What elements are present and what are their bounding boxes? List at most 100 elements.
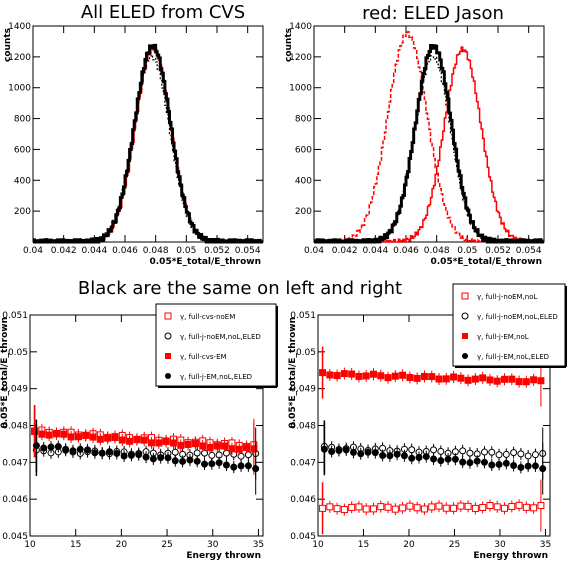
data-point xyxy=(45,431,53,439)
data-point xyxy=(243,444,251,452)
y-tick-label: 0.046 xyxy=(290,495,316,505)
data-point xyxy=(349,448,357,456)
y-tick-label: 200 xyxy=(295,207,312,217)
data-point xyxy=(422,453,430,461)
data-point xyxy=(488,461,496,469)
x-tick-label: 35 xyxy=(253,540,264,550)
data-point xyxy=(335,446,343,454)
y-tick-label: 1200 xyxy=(289,53,312,63)
data-point xyxy=(464,376,472,384)
data-point xyxy=(413,504,421,512)
data-point xyxy=(486,502,494,510)
data-point xyxy=(430,446,438,454)
x-tick-label: 0.04 xyxy=(304,246,324,256)
data-point xyxy=(157,454,165,462)
data-point xyxy=(221,442,229,450)
data-point xyxy=(340,370,348,378)
legend-label: γ, full-cvs-EM xyxy=(180,353,227,361)
chart-bottom-right: 10 15 20 25 30 350.0450.0460.0470.0480.0490.0… xyxy=(288,283,567,561)
data-point xyxy=(155,439,163,447)
x-tick-label: 0.05 xyxy=(176,246,196,256)
data-point xyxy=(177,441,185,449)
legend-marker xyxy=(461,312,469,320)
y-tick-label: 0.046 xyxy=(2,495,28,505)
x-tick-label: 15 xyxy=(70,540,81,550)
data-point xyxy=(348,370,356,378)
data-point xyxy=(501,375,509,383)
x-tick-label: 0.054 xyxy=(516,246,542,256)
data-point xyxy=(169,439,177,447)
data-point xyxy=(235,445,243,453)
data-point xyxy=(127,451,135,459)
data-point xyxy=(186,456,194,464)
data-point xyxy=(522,503,530,511)
data-point xyxy=(393,450,401,458)
x-tick-label: 35 xyxy=(540,540,551,550)
y-tick-label: 1400 xyxy=(8,22,31,32)
data-point xyxy=(364,448,372,456)
data-point xyxy=(517,450,525,458)
data-point xyxy=(319,504,327,512)
x-axis-label: 0.05*E_total/E_thrown xyxy=(150,257,262,267)
data-point xyxy=(215,459,223,467)
x-tick-label: 0.042 xyxy=(51,246,77,256)
data-point xyxy=(495,460,503,468)
y-tick-label: 0.051 xyxy=(2,311,28,321)
chart-bottom-left: 10 15 20 25 30 350.0450.0460.0470.0480.0490.0… xyxy=(0,303,278,561)
data-point xyxy=(357,450,365,458)
x-axis-label: Energy thrown xyxy=(473,551,548,561)
data-point xyxy=(442,375,450,383)
data-point xyxy=(133,436,141,444)
legend-box xyxy=(155,303,277,387)
data-point xyxy=(515,501,523,509)
histogram-series-2 xyxy=(33,43,263,244)
data-point xyxy=(493,377,501,385)
data-point xyxy=(105,448,113,456)
data-point xyxy=(171,448,179,456)
data-point xyxy=(369,505,377,513)
x-tick-label: 0.054 xyxy=(235,246,261,256)
data-point xyxy=(199,442,207,450)
data-point xyxy=(437,457,445,465)
data-point xyxy=(340,506,348,514)
data-point xyxy=(420,505,428,513)
y-tick-label: 0.049 xyxy=(2,385,28,395)
data-point xyxy=(464,502,472,510)
data-point xyxy=(333,372,341,380)
y-tick-label: 1200 xyxy=(8,53,31,63)
legend-label: γ, full-cvs-noEM xyxy=(180,313,235,321)
data-point xyxy=(62,445,70,453)
data-point xyxy=(466,459,474,467)
data-point xyxy=(508,502,516,510)
y-tick-label: 400 xyxy=(14,176,31,186)
y-tick-label: 0.045 xyxy=(290,532,316,542)
x-tick-label: 0.05 xyxy=(457,246,477,256)
data-point xyxy=(162,437,170,445)
histogram-series-2 xyxy=(314,55,544,243)
y-axis-label: counts xyxy=(284,28,294,62)
page-title: Black are the same on left and right xyxy=(78,278,402,299)
histogram-series-0 xyxy=(314,31,544,243)
data-point xyxy=(415,453,423,461)
data-point xyxy=(326,503,334,511)
x-tick-label: 0.046 xyxy=(112,246,138,256)
data-point xyxy=(399,371,407,379)
data-point xyxy=(435,502,443,510)
data-point xyxy=(213,442,221,450)
x-tick-label: 10 xyxy=(24,540,36,550)
data-point xyxy=(473,457,481,465)
scatter-series-2 xyxy=(319,346,545,407)
legend-label: γ, full-j-EM,noL,ELED xyxy=(477,353,549,361)
y-tick-label: 200 xyxy=(14,207,31,217)
data-point xyxy=(502,450,510,458)
data-point xyxy=(486,376,494,384)
plot-frame xyxy=(32,25,264,243)
legend-box xyxy=(452,283,566,367)
plot-frame xyxy=(313,25,545,243)
data-point xyxy=(377,372,385,380)
data-point xyxy=(89,433,97,441)
y-tick-label: 0.048 xyxy=(290,422,316,432)
data-point xyxy=(400,452,408,460)
data-point xyxy=(428,503,436,511)
